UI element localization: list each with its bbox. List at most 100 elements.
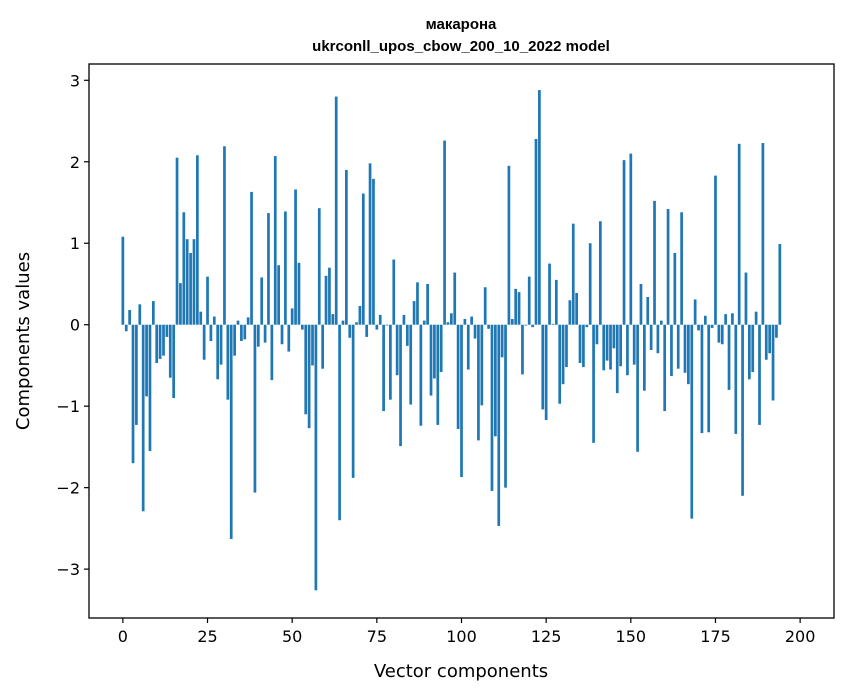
bar xyxy=(585,324,589,328)
bar xyxy=(680,212,683,325)
bar xyxy=(189,253,192,325)
bar xyxy=(649,324,653,350)
bar xyxy=(429,324,433,396)
bar xyxy=(731,313,734,325)
bar xyxy=(744,272,748,325)
bar xyxy=(514,288,518,325)
bar xyxy=(416,282,419,325)
bar xyxy=(405,324,409,346)
bar xyxy=(219,324,223,365)
bar xyxy=(294,189,297,325)
bar xyxy=(598,221,602,325)
bar xyxy=(693,299,697,325)
bar xyxy=(703,315,707,325)
bar xyxy=(433,324,436,379)
bar xyxy=(571,223,575,325)
bar xyxy=(182,212,186,325)
bar xyxy=(196,155,199,325)
bar xyxy=(754,311,758,325)
bar xyxy=(548,263,551,325)
bar xyxy=(399,324,402,447)
bar xyxy=(764,324,768,360)
bar xyxy=(551,323,555,325)
chart-title: макарона xyxy=(426,16,497,33)
bar xyxy=(659,320,663,325)
bar xyxy=(758,324,761,425)
bar xyxy=(517,292,521,325)
bar xyxy=(592,324,595,443)
x-tick-label: 125 xyxy=(531,627,562,646)
bar xyxy=(358,305,362,325)
bar xyxy=(280,324,284,345)
bar xyxy=(734,324,738,434)
bar xyxy=(389,324,392,400)
bar xyxy=(473,324,477,339)
bar xyxy=(138,304,142,325)
bar xyxy=(361,193,365,325)
bar xyxy=(311,324,314,366)
bar xyxy=(697,324,700,331)
y-tick-label: 1 xyxy=(70,234,80,253)
bar xyxy=(609,324,612,370)
bar xyxy=(446,322,450,325)
bar xyxy=(775,324,778,338)
bar xyxy=(226,324,230,400)
bar xyxy=(263,324,267,343)
bar xyxy=(751,324,755,372)
bar xyxy=(341,320,345,325)
y-tick-label: −3 xyxy=(56,560,80,579)
bar xyxy=(317,208,321,325)
bar xyxy=(300,324,304,330)
bar xyxy=(151,301,155,325)
bar xyxy=(622,160,626,325)
bar xyxy=(778,244,782,325)
bar xyxy=(148,324,152,451)
bar xyxy=(670,324,673,377)
bar xyxy=(460,324,463,478)
bar xyxy=(412,301,416,325)
bar xyxy=(558,324,562,404)
bar xyxy=(575,292,578,325)
bar xyxy=(439,324,443,372)
bar xyxy=(687,324,690,385)
bar xyxy=(588,243,592,325)
bar xyxy=(714,175,717,325)
bar xyxy=(541,324,545,410)
bar xyxy=(229,324,233,539)
bar xyxy=(202,324,206,360)
bar xyxy=(162,324,165,356)
bar xyxy=(487,324,490,329)
bar xyxy=(683,324,687,373)
bar xyxy=(727,324,731,390)
bar xyxy=(544,324,548,421)
bar xyxy=(135,324,138,425)
bar xyxy=(615,324,619,394)
bar xyxy=(277,265,280,325)
bar xyxy=(351,324,355,478)
x-tick-label: 25 xyxy=(197,627,217,646)
bar xyxy=(422,320,426,325)
bar xyxy=(483,287,487,325)
bar xyxy=(646,297,650,325)
bar xyxy=(402,314,406,325)
bar xyxy=(456,324,460,429)
bar xyxy=(165,324,169,337)
bar xyxy=(348,324,352,338)
bar xyxy=(145,324,148,397)
bar xyxy=(290,308,294,325)
bar xyxy=(128,310,131,325)
bar xyxy=(565,324,568,368)
bar xyxy=(273,156,277,325)
bar xyxy=(710,324,714,328)
bar xyxy=(284,211,287,325)
bar xyxy=(185,239,189,325)
y-tick-label: −2 xyxy=(56,479,80,498)
bar xyxy=(179,283,182,325)
bar xyxy=(328,267,331,325)
y-tick-label: 0 xyxy=(70,316,80,335)
bar xyxy=(172,324,176,399)
bar xyxy=(246,317,250,325)
bar xyxy=(392,259,396,325)
bar xyxy=(639,283,643,325)
